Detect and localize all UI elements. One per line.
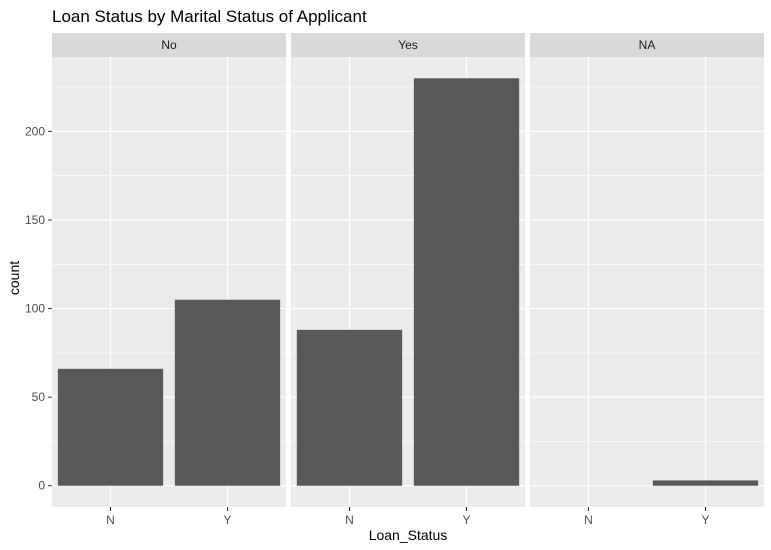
chart-title: Loan Status by Marital Status of Applica… (52, 7, 367, 26)
bar-yes-y (413, 78, 520, 486)
y-tick-label: 200 (25, 124, 45, 138)
facet-strip-label: No (161, 38, 177, 52)
facet-strip-label: Yes (398, 38, 418, 52)
x-axis-title: Loan_Status (369, 527, 448, 543)
y-axis-title: count (6, 261, 22, 295)
facet-panel-no: No N Y (52, 33, 286, 527)
x-tick-label: N (584, 513, 593, 527)
facet-panel-na: NA N Y (530, 33, 764, 527)
facet-strip-label: NA (639, 38, 656, 52)
x-tick-label: N (345, 513, 354, 527)
y-tick-label: 0 (38, 479, 45, 493)
y-tick-label: 100 (25, 302, 45, 316)
facet-panel-yes: Yes N Y (291, 33, 525, 527)
facet-strip (291, 33, 525, 57)
bar-na-y (652, 480, 759, 486)
facet-strip (52, 33, 286, 57)
x-tick-label: Y (223, 513, 231, 527)
y-tick-label: 150 (25, 213, 45, 227)
x-tick-label: N (106, 513, 115, 527)
bar-yes-n (296, 329, 403, 486)
x-tick-label: Y (462, 513, 470, 527)
y-tick-label: 50 (32, 390, 46, 404)
x-tick-label: Y (701, 513, 709, 527)
y-axis: 0 50 100 150 200 (25, 124, 52, 493)
bar-no-y (174, 299, 281, 486)
bar-no-n (57, 368, 164, 486)
panel-background (530, 57, 764, 507)
facet-panels: No N Y Yes N Y NA N Y (52, 33, 764, 527)
facet-strip (530, 33, 764, 57)
